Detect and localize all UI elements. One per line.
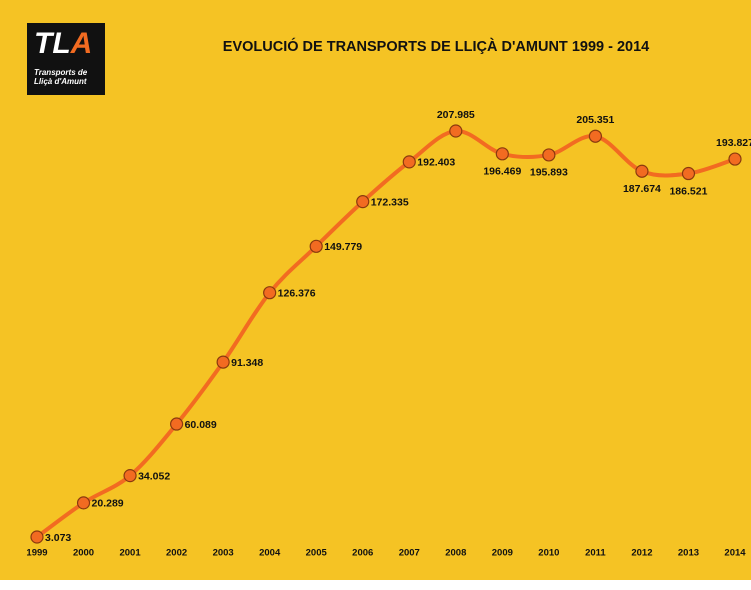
data-label: 195.893	[530, 167, 568, 179]
logo-tagline: Lliçà d'Amunt	[34, 77, 87, 86]
point	[309, 239, 323, 253]
data-label: 149.779	[324, 241, 362, 253]
x-tick-label: 2000	[73, 548, 94, 559]
point	[123, 469, 137, 483]
x-tick-label: 2005	[306, 548, 328, 559]
data-label: 60.089	[185, 419, 217, 431]
data-label: 207.985	[437, 109, 475, 121]
x-tick-label: 2004	[259, 548, 281, 559]
chart-title: EVOLUCIÓ DE TRANSPORTS DE LLIÇÀ D'AMUNT …	[223, 37, 649, 55]
x-tick-label: 2011	[585, 548, 606, 559]
x-tick-label: 2009	[492, 548, 513, 559]
point	[76, 496, 91, 510]
x-tick-label: 2001	[119, 548, 141, 559]
x-tick-label: 2012	[631, 548, 652, 559]
logo-mark: TLA	[34, 27, 92, 60]
x-tick-label: 2014	[724, 548, 746, 559]
point	[170, 417, 184, 431]
point	[356, 195, 370, 209]
x-tick-label: 2003	[213, 548, 234, 559]
data-label: 187.674	[623, 183, 661, 195]
data-label: 196.469	[483, 166, 521, 178]
point	[588, 129, 603, 143]
line	[35, 129, 736, 539]
point	[495, 147, 509, 161]
data-label: 192.403	[417, 157, 455, 169]
point	[30, 530, 44, 544]
x-tick-label: 2006	[352, 548, 373, 559]
x-tick-label: 1999	[26, 548, 47, 559]
data-label: 205.351	[576, 114, 614, 126]
data-label: 193.827	[716, 137, 751, 149]
x-tick-label: 2008	[445, 548, 466, 559]
logo-tagline: Transports de	[34, 68, 88, 77]
x-tick-label: 2007	[399, 548, 420, 559]
point	[635, 164, 649, 178]
data-label: 20.289	[92, 498, 124, 510]
point	[263, 286, 277, 300]
x-tick-label: 2002	[166, 548, 187, 559]
point	[449, 124, 463, 138]
x-tick-label: 2010	[538, 548, 559, 559]
data-label: 172.335	[371, 196, 409, 208]
point	[542, 148, 556, 162]
point	[402, 155, 416, 169]
x-tick-label: 2013	[678, 548, 699, 559]
data-label: 186.521	[669, 185, 707, 197]
data-label: 3.073	[45, 532, 71, 544]
point	[216, 355, 230, 369]
data-label: 126.376	[278, 287, 316, 299]
point	[681, 166, 696, 181]
point	[728, 152, 742, 166]
data-label: 91.348	[231, 357, 263, 369]
data-label: 34.052	[138, 470, 170, 482]
logo-box	[27, 23, 105, 95]
